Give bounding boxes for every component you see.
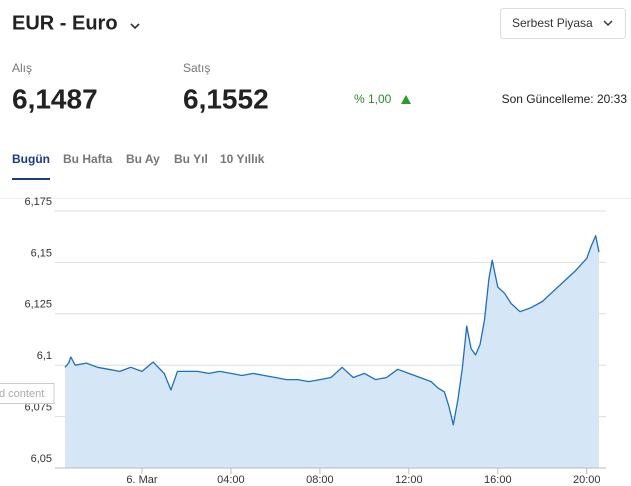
up-arrow <box>401 95 411 104</box>
buy-label: Alış <box>12 61 32 75</box>
y-tick-label: 6,05 <box>31 453 52 465</box>
tooltip-box <box>0 383 55 404</box>
market-dropdown[interactable] <box>500 8 626 39</box>
last-update: Son Güncelleme: 20:33 <box>502 92 628 106</box>
tab-underline <box>12 178 50 180</box>
tabs: Bugün Bu Hafta Bu Ay Bu Yıl 10 Yıllık <box>12 152 265 180</box>
price-line <box>64 235 600 426</box>
x-tick-label: 08:00 <box>306 474 334 486</box>
change: % 1,00 <box>354 92 392 106</box>
sell-price: 6,1552 <box>183 83 269 114</box>
x-tick-label: 6. Mar <box>126 474 158 486</box>
sell-label: Satış <box>183 61 210 75</box>
x-tick-label: 16:00 <box>484 474 512 486</box>
tab[interactable]: Bu Hafta <box>63 152 113 166</box>
tab[interactable]: Bugün <box>12 152 50 166</box>
tooltip-text: d content <box>0 388 44 400</box>
title-chevron[interactable] <box>130 23 140 30</box>
dropdown-label: Serbest Piyasa <box>512 16 593 30</box>
buy-price: 6,1487 <box>12 83 98 114</box>
currency-title: EUR - Euro <box>12 12 118 34</box>
area <box>65 235 599 468</box>
chart-panel-edge <box>0 198 631 199</box>
y-tick-label: 6,1 <box>37 350 52 362</box>
y-tick-label: 6,075 <box>24 402 52 414</box>
tab[interactable]: Bu Yıl <box>174 152 208 166</box>
y-tick-label: 6,15 <box>31 247 52 259</box>
x-tick-label: 04:00 <box>217 474 245 486</box>
tab[interactable]: Bu Ay <box>126 152 160 166</box>
y-tick-label: 6,125 <box>24 299 52 311</box>
tab[interactable]: 10 Yıllık <box>220 152 265 166</box>
x-tick-label: 12:00 <box>395 474 423 486</box>
y-tick-label: 6,175 <box>24 196 52 208</box>
x-tick-label: 20:00 <box>573 474 601 486</box>
dropdown-chevron <box>603 20 613 26</box>
